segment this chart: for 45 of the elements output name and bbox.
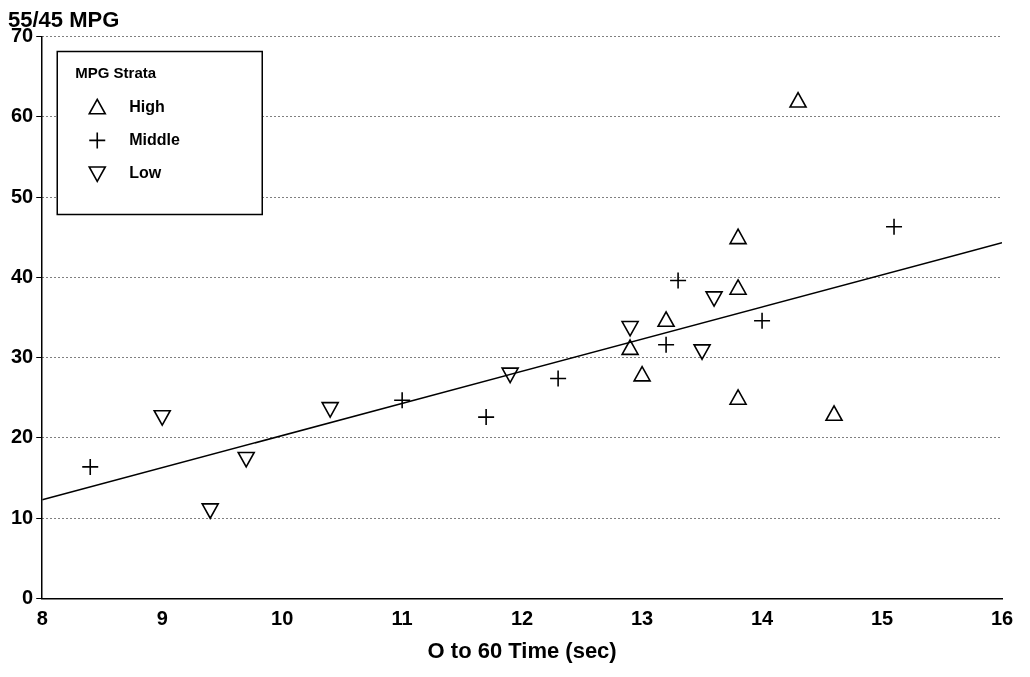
point [753, 311, 771, 330]
x-tick-label: 9 [156, 607, 168, 630]
point [693, 344, 711, 361]
x-tick-label: 8 [36, 607, 48, 630]
point [477, 408, 495, 426]
x-tick-label: 14 [750, 607, 775, 630]
x-tick-label: 15 [870, 607, 894, 630]
y-tick-label: 30 [11, 345, 34, 368]
point [825, 405, 843, 422]
y-tick-label: 10 [11, 505, 34, 528]
point [705, 291, 723, 308]
point [321, 401, 339, 418]
legend-label: Middle [129, 130, 181, 148]
point [885, 217, 903, 236]
point [621, 339, 639, 356]
point [201, 503, 219, 520]
legend-label: High [129, 97, 165, 115]
legend-label: Low [129, 163, 162, 181]
point [657, 336, 675, 354]
y-tick-label: 60 [11, 104, 34, 127]
point [729, 278, 747, 295]
point [789, 91, 807, 108]
point [729, 389, 747, 406]
point [501, 367, 519, 384]
x-tick-label: 16 [990, 607, 1014, 630]
x-tick-label: 13 [630, 607, 654, 630]
point [669, 271, 687, 290]
point [621, 320, 639, 337]
x-tick-label: 11 [391, 607, 413, 630]
point [657, 311, 675, 328]
x-tick-label: 12 [511, 607, 534, 630]
point [729, 228, 747, 245]
x-axis-title: O to 60 Time (sec) [427, 637, 617, 663]
legend-title: MPG Strata [75, 63, 157, 81]
y-tick-label: 50 [11, 184, 34, 207]
point [153, 409, 172, 426]
point [237, 451, 255, 468]
point [633, 365, 651, 382]
point [393, 391, 411, 410]
point [81, 458, 100, 476]
y-tick-label: 20 [11, 425, 34, 448]
point [549, 369, 567, 388]
x-tick-label: 10 [271, 607, 294, 630]
y-tick-label: 40 [11, 264, 34, 287]
y-tick-label: 0 [22, 586, 34, 609]
